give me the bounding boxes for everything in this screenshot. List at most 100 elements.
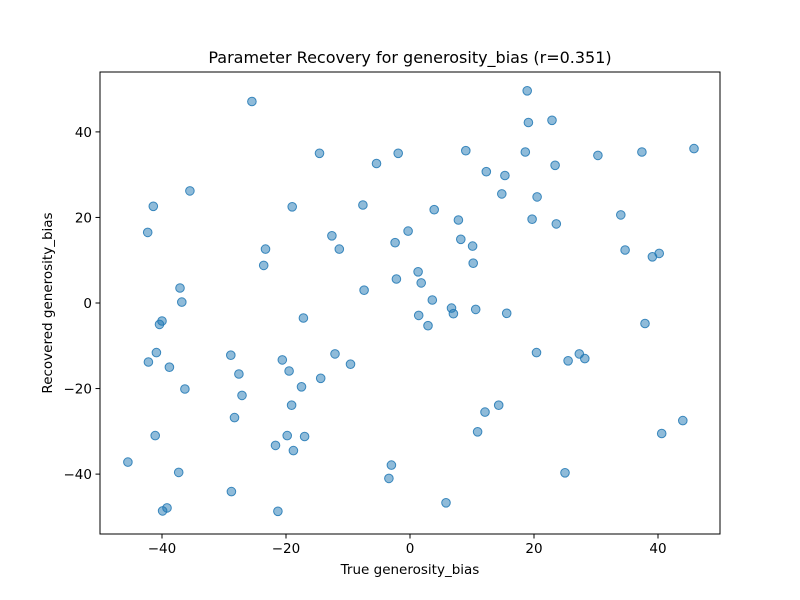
chart-title: Parameter Recovery for generosity_bias (… bbox=[208, 48, 611, 68]
data-point-39 bbox=[334, 244, 345, 254]
data-point-53 bbox=[423, 320, 433, 331]
data-point-78 bbox=[547, 115, 557, 126]
data-point-12 bbox=[175, 283, 185, 293]
data-point-11 bbox=[173, 467, 184, 478]
data-point-0 bbox=[123, 457, 133, 467]
data-point-63 bbox=[468, 258, 479, 269]
data-point-38 bbox=[330, 349, 340, 359]
data-point-70 bbox=[500, 170, 510, 181]
data-point-21 bbox=[247, 96, 257, 107]
data-point-71 bbox=[501, 308, 512, 319]
data-point-81 bbox=[560, 468, 570, 478]
data-point-62 bbox=[467, 241, 478, 251]
data-point-1 bbox=[142, 227, 153, 238]
data-point-43 bbox=[371, 158, 382, 169]
y-ticks: −40 −20 0 20 40 bbox=[64, 125, 100, 483]
data-point-64 bbox=[470, 304, 481, 315]
x-axis-label: True generosity_bias bbox=[340, 562, 480, 578]
data-point-5 bbox=[151, 347, 162, 358]
data-point-61 bbox=[461, 145, 471, 156]
data-point-82 bbox=[563, 356, 573, 366]
data-point-17 bbox=[226, 486, 237, 497]
data-point-49 bbox=[403, 226, 413, 236]
data-point-69 bbox=[497, 189, 507, 199]
data-point-9 bbox=[162, 503, 172, 513]
data-point-14 bbox=[180, 384, 190, 394]
data-point-94 bbox=[689, 143, 699, 154]
data-point-23 bbox=[260, 244, 271, 254]
data-point-92 bbox=[656, 428, 667, 439]
data-point-60 bbox=[456, 234, 466, 245]
y-tick-label: 20 bbox=[75, 210, 92, 226]
x-tick-label: −40 bbox=[148, 541, 177, 557]
data-point-16 bbox=[226, 350, 236, 361]
data-point-88 bbox=[637, 147, 647, 157]
data-point-93 bbox=[678, 415, 688, 426]
y-axis-label: Recovered generosity_bias bbox=[40, 212, 56, 393]
data-point-19 bbox=[234, 369, 244, 379]
data-point-76 bbox=[531, 347, 542, 358]
y-tick-label: −40 bbox=[64, 467, 93, 483]
data-point-58 bbox=[448, 308, 459, 319]
data-point-84 bbox=[580, 353, 590, 364]
y-tick-label: −20 bbox=[64, 382, 93, 398]
data-point-18 bbox=[229, 412, 240, 423]
data-point-54 bbox=[427, 295, 438, 305]
data-point-66 bbox=[480, 407, 490, 417]
x-tick-label: 20 bbox=[525, 541, 542, 557]
data-point-50 bbox=[413, 267, 423, 277]
data-point-52 bbox=[416, 278, 427, 288]
data-point-85 bbox=[593, 150, 603, 161]
data-point-20 bbox=[237, 390, 247, 401]
data-point-56 bbox=[441, 498, 451, 508]
data-point-79 bbox=[550, 160, 560, 171]
data-point-22 bbox=[258, 260, 269, 271]
data-point-51 bbox=[413, 310, 424, 321]
data-point-41 bbox=[358, 200, 368, 210]
data-point-34 bbox=[299, 431, 310, 442]
data-point-44 bbox=[384, 473, 394, 484]
data-point-55 bbox=[429, 204, 440, 215]
data-point-40 bbox=[345, 359, 356, 370]
data-point-47 bbox=[391, 274, 402, 284]
plot-area-frame bbox=[99, 71, 721, 535]
points-layer bbox=[123, 86, 699, 517]
data-point-77 bbox=[532, 192, 542, 202]
data-point-28 bbox=[284, 366, 294, 376]
data-point-45 bbox=[386, 460, 397, 470]
data-point-30 bbox=[287, 202, 298, 212]
y-tick-label: 40 bbox=[75, 125, 92, 141]
y-tick-label: 0 bbox=[83, 296, 92, 312]
data-point-26 bbox=[277, 355, 288, 365]
data-point-36 bbox=[315, 373, 326, 384]
data-point-4 bbox=[150, 430, 160, 441]
data-point-31 bbox=[288, 445, 299, 456]
data-point-89 bbox=[640, 318, 650, 329]
x-ticks: −40 −20 0 20 40 bbox=[148, 534, 667, 557]
data-point-13 bbox=[177, 297, 187, 307]
data-point-29 bbox=[286, 400, 297, 411]
data-point-65 bbox=[472, 427, 483, 437]
data-point-2 bbox=[143, 357, 154, 367]
data-point-33 bbox=[298, 313, 309, 323]
data-point-68 bbox=[493, 400, 504, 411]
data-point-75 bbox=[527, 214, 537, 224]
data-point-80 bbox=[551, 219, 562, 229]
data-point-87 bbox=[620, 245, 630, 255]
data-point-59 bbox=[453, 215, 464, 225]
data-point-7 bbox=[157, 316, 167, 326]
data-point-86 bbox=[616, 210, 626, 220]
data-point-72 bbox=[520, 147, 531, 157]
data-point-46 bbox=[390, 237, 400, 248]
data-point-27 bbox=[282, 430, 293, 441]
data-point-37 bbox=[327, 231, 337, 241]
data-point-91 bbox=[654, 248, 665, 259]
data-point-74 bbox=[523, 117, 534, 128]
data-point-15 bbox=[185, 186, 195, 196]
data-point-42 bbox=[359, 285, 369, 296]
data-point-73 bbox=[522, 86, 533, 96]
data-point-48 bbox=[393, 148, 404, 159]
x-tick-label: 0 bbox=[406, 541, 415, 557]
